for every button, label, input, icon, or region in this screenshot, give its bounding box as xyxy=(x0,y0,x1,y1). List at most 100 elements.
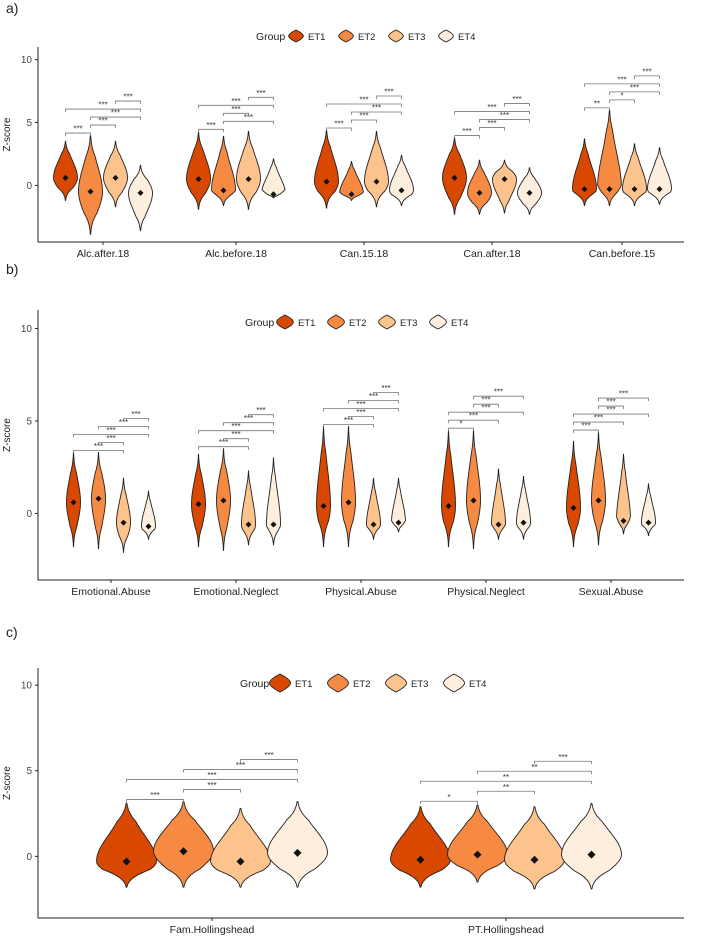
significance-bracket xyxy=(223,112,249,117)
significance-bracket xyxy=(65,108,141,113)
violin-et3 xyxy=(504,806,565,890)
legend-label-et4: ET4 xyxy=(451,318,468,329)
significance-bracket xyxy=(448,419,499,424)
median-marker-et2 xyxy=(95,495,102,502)
median-marker-et2 xyxy=(473,850,482,859)
x-tick-label: Physical.Neglect xyxy=(447,586,525,598)
legend-label-et1: ET1 xyxy=(308,32,325,43)
significance-label: *** xyxy=(594,414,603,423)
x-tick-label: Alc.before.18 xyxy=(205,248,267,260)
y-axis-label: Z-score xyxy=(2,766,13,800)
median-marker-et4 xyxy=(526,189,533,196)
significance-bracket xyxy=(115,100,141,105)
violin-et2 xyxy=(591,431,606,546)
category-group: Can.15.18*************** xyxy=(314,88,414,260)
legend-title: Group xyxy=(256,31,285,43)
median-marker-et2 xyxy=(220,187,227,194)
legend-label-et4: ET4 xyxy=(469,679,486,690)
legend-swatch-et2 xyxy=(327,673,349,693)
median-marker-et2 xyxy=(348,191,355,198)
median-marker-et3 xyxy=(370,521,377,528)
significance-bracket xyxy=(573,429,599,434)
y-tick-label: 10 xyxy=(21,55,33,66)
legend-label-et2: ET2 xyxy=(349,318,366,329)
violin-et2 xyxy=(467,159,492,215)
category-group: Alc.before.18*************** xyxy=(186,89,286,260)
legend-title: Group xyxy=(245,317,274,329)
significance-bracket xyxy=(473,403,499,408)
panel-1: a) Group ET1 ET2 ET3 ET4 0 5 10 Z-score Alc.after.… xyxy=(2,0,684,260)
significance-label: *** xyxy=(244,113,253,122)
violin-et2 xyxy=(341,426,356,548)
median-marker-et1 xyxy=(445,503,452,510)
significance-label: ** xyxy=(531,763,537,772)
significance-bracket xyxy=(420,780,592,785)
significance-bracket xyxy=(323,424,374,428)
category-group: Can.before.15************ xyxy=(572,67,672,260)
significance-bracket xyxy=(573,421,624,426)
significance-label: *** xyxy=(231,430,240,439)
significance-bracket xyxy=(454,111,530,115)
significance-bracket xyxy=(598,405,624,410)
violin-et2 xyxy=(78,134,103,235)
legend: Group ET1 ET2 ET3 ET4 xyxy=(256,29,475,43)
significance-bracket xyxy=(473,395,524,400)
legend: Group ET1 ET2 ET3 ET4 xyxy=(240,673,486,693)
y-tick-label: 10 xyxy=(21,681,33,692)
significance-label: *** xyxy=(369,392,378,401)
median-marker-et1 xyxy=(70,499,77,506)
significance-bracket xyxy=(198,128,224,133)
significance-label: *** xyxy=(231,105,240,114)
significance-bracket xyxy=(573,413,649,418)
significance-label: * xyxy=(447,793,450,802)
significance-label: *** xyxy=(150,791,159,800)
significance-label: *** xyxy=(231,422,240,431)
significance-bracket xyxy=(123,417,149,422)
violin-et4 xyxy=(141,490,156,540)
significance-label: *** xyxy=(111,109,120,118)
y-tick-label: 10 xyxy=(21,324,33,335)
median-marker-et3 xyxy=(631,186,638,193)
violin-et1 xyxy=(96,802,157,888)
legend-label-et3: ET3 xyxy=(400,318,417,329)
violin-et4 xyxy=(647,147,672,205)
median-marker-et4 xyxy=(293,848,302,857)
significance-label: *** xyxy=(94,442,103,451)
legend-label-et1: ET1 xyxy=(295,679,312,690)
significance-bracket xyxy=(477,770,592,775)
violin-et1 xyxy=(441,429,456,548)
significance-label: *** xyxy=(98,117,107,126)
significance-bracket xyxy=(479,119,530,123)
significance-label: *** xyxy=(98,101,107,110)
significance-label: *** xyxy=(119,418,128,427)
significance-label: *** xyxy=(384,88,393,97)
significance-label: ** xyxy=(503,783,509,792)
violin-et2 xyxy=(339,161,364,201)
significance-label: *** xyxy=(344,416,353,425)
y-tick-label: 0 xyxy=(26,509,32,520)
median-marker-et2 xyxy=(476,189,483,196)
panel-letter: c) xyxy=(6,624,18,640)
median-marker-et3 xyxy=(245,176,252,183)
significance-bracket xyxy=(351,119,377,124)
y-tick-label: 0 xyxy=(26,181,32,192)
significance-label: *** xyxy=(334,120,343,129)
significance-label: *** xyxy=(356,400,365,409)
significance-label: *** xyxy=(487,103,496,112)
violin-et3 xyxy=(103,140,128,208)
significance-label: *** xyxy=(359,112,368,121)
significance-label: *** xyxy=(207,781,216,790)
violin-et4 xyxy=(641,483,656,537)
median-marker-et1 xyxy=(320,503,327,510)
significance-label: *** xyxy=(487,119,496,128)
significance-label: *** xyxy=(206,121,215,130)
violin-et3 xyxy=(491,468,506,540)
legend-label-et3: ET3 xyxy=(411,679,428,690)
significance-label: *** xyxy=(359,96,368,105)
y-tick-label: 5 xyxy=(26,766,32,777)
violin-et2 xyxy=(466,429,481,550)
legend-swatch-et2 xyxy=(338,29,354,43)
significance-bracket xyxy=(326,103,402,108)
significance-label: * xyxy=(459,420,462,429)
significance-bracket xyxy=(223,120,274,125)
